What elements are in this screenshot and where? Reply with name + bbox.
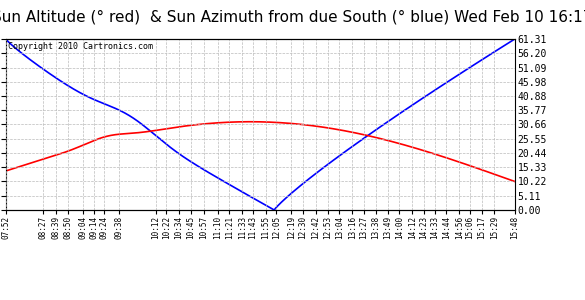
Text: Sun Altitude (° red)  & Sun Azimuth from due South (° blue) Wed Feb 10 16:17: Sun Altitude (° red) & Sun Azimuth from … xyxy=(0,9,585,24)
Text: Copyright 2010 Cartronics.com: Copyright 2010 Cartronics.com xyxy=(8,42,153,51)
